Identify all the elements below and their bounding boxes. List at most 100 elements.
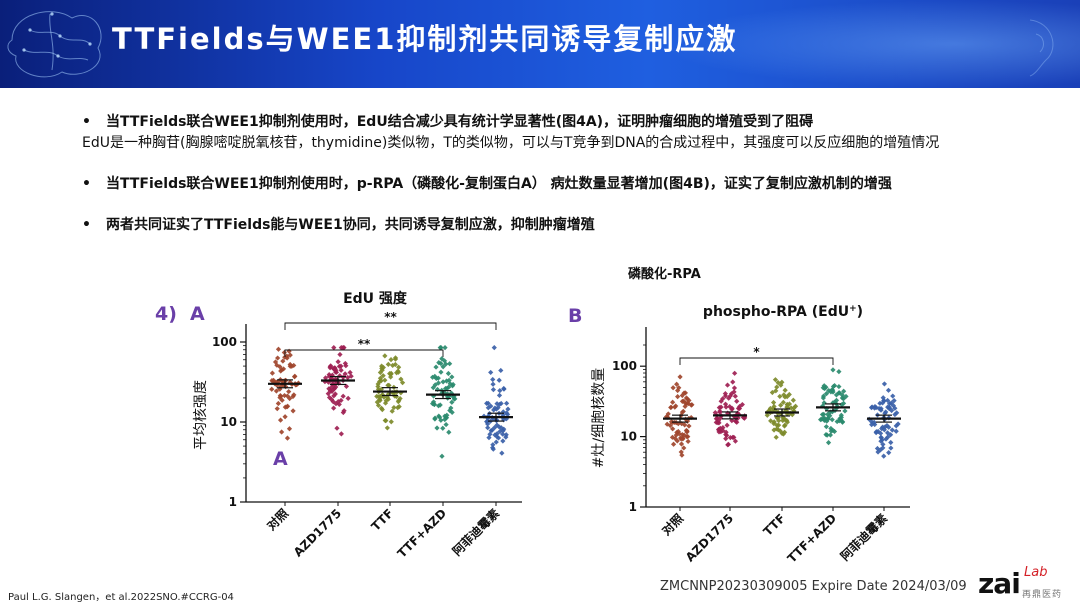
chart-b-data-point: [830, 367, 836, 373]
chart-a-data-point: [440, 425, 446, 431]
chart-a-data-point: [432, 415, 438, 421]
chart-a-x-tick-label: AZD1775: [291, 506, 344, 559]
chart-a-data-point: [492, 432, 498, 438]
chart-b-significance-label: *: [753, 345, 760, 359]
chart-a-significance-label: **: [358, 337, 371, 351]
chart-b-data-point: [680, 436, 686, 442]
chart-b-data-point: [886, 401, 893, 407]
chart-b-data-point: [821, 400, 827, 406]
chart-a-data-point: [392, 355, 399, 361]
chart-a-data-point: [340, 393, 346, 399]
chart-a-data-point: [381, 394, 387, 400]
chart-b-x-tick-label: 对照: [659, 511, 687, 539]
chart-a-data-point: [276, 378, 282, 384]
chart-b-data-point: [839, 395, 845, 401]
chart-b-data-point: [724, 432, 730, 439]
chart-b-data-point: [770, 399, 777, 406]
chart-b-data-point: [891, 398, 897, 404]
chart-b-data-point: [892, 411, 898, 418]
chart-a-data-point: [386, 382, 392, 388]
chart-b-data-point: [684, 428, 690, 434]
chart-b-data-point: [893, 423, 899, 429]
chart-a-data-point: [500, 431, 506, 437]
chart-a-data-point: [328, 385, 334, 391]
bullet-item: • 两者共同证实了TTFields能与WEE1协同，共同诱导复制应激，抑制肿瘤增…: [82, 215, 1062, 236]
chart-a-data-point: [347, 369, 353, 376]
panel-a-label: A: [190, 303, 205, 325]
chart-a-data-point: [503, 416, 510, 422]
chart-b-series-group: [712, 370, 748, 448]
chart-b-data-point: [821, 417, 828, 423]
chart-b-data-point: [784, 419, 791, 425]
chart-a-data-point: [490, 386, 497, 393]
chart-b-data-point: [873, 429, 879, 435]
chart-a-data-point: [398, 376, 404, 382]
chart-b-data-point: [836, 369, 842, 375]
chart-a-data-point: [279, 429, 285, 435]
chart-b-data-point: [676, 385, 682, 391]
chart-a-data-point: [430, 393, 437, 399]
chart-b-data-point: [773, 388, 779, 394]
chart-b-data-point: [688, 402, 694, 408]
chart-a-data-point: [497, 388, 503, 394]
chart-a-data-point: [501, 385, 507, 392]
chart-b-data-point: [823, 424, 829, 430]
chart-b-data-point: [791, 405, 797, 411]
chart-a-data-point: [446, 429, 452, 435]
chart-b-data-point: [895, 421, 901, 427]
chart-a-data-point: [382, 417, 388, 424]
chart-a-data-point: [388, 357, 394, 363]
chart-a-data-point: [274, 406, 280, 412]
chart-b-data-point: [771, 420, 777, 427]
chart-b-data-point: [825, 415, 831, 421]
chart-a-data-point: [284, 355, 290, 361]
chart-a-data-point: [489, 427, 495, 433]
banner-glow: [660, 0, 1080, 88]
chart-b-data-point: [724, 382, 731, 388]
chart-a-data-point: [385, 361, 391, 368]
chart-b-data-point: [764, 412, 770, 418]
chart-a-data-point: [282, 404, 288, 410]
chart-b-data-point: [720, 428, 726, 434]
chart-b-data-point: [713, 416, 719, 422]
chart-a-data-point: [485, 405, 491, 411]
chart-a-data-point: [490, 442, 496, 448]
chart-b-data-point: [826, 387, 832, 394]
chart-a-data-point: [452, 396, 458, 402]
chart-a-series-group: [374, 353, 406, 431]
chart-b-x-tick-label: AZD1775: [683, 511, 736, 564]
chart-a-data-point: [342, 371, 348, 377]
chart-b-data-point: [839, 392, 845, 398]
chart-a-data-point: [432, 382, 438, 388]
chart-a-data-point: [446, 377, 452, 383]
chart-a-data-point: [436, 360, 442, 366]
chart-a-data-point: [490, 446, 496, 452]
chart-a-data-point: [395, 368, 401, 374]
chart-a-data-point: [390, 362, 396, 369]
chart-b-data-point: [889, 427, 895, 433]
chart-b-data-point: [777, 393, 783, 400]
chart-b-data-point: [673, 403, 679, 409]
chart-a-series-group: [429, 345, 458, 459]
chart-b-data-point: [681, 445, 687, 451]
chart-a-data-point: [494, 422, 500, 428]
chart-a-data-point: [499, 450, 505, 456]
chart-a-data-point: [505, 406, 511, 412]
chart-a-data-point: [435, 403, 442, 409]
chart-a-data-point: [333, 369, 340, 375]
chart-a-significance-label: **: [384, 310, 397, 324]
chart-b-data-point: [722, 401, 729, 407]
chart-a-data-point: [342, 360, 348, 367]
chart-b-data-point: [775, 380, 781, 386]
chart-b-data-point: [729, 405, 735, 411]
chart-a-data-point: [286, 348, 292, 354]
chart-a-x-tick-label: TTF+AZD: [395, 506, 449, 560]
chart-b-data-point: [881, 427, 887, 433]
chart-b-data-point: [670, 441, 677, 447]
chart-a-data-point: [388, 374, 394, 380]
chart-a-data-point: [442, 345, 448, 351]
chart-b-data-point: [724, 422, 730, 428]
chart-b-data-point: [780, 399, 786, 405]
chart-b-data-point: [834, 418, 840, 425]
chart-b-data-point: [741, 415, 747, 421]
